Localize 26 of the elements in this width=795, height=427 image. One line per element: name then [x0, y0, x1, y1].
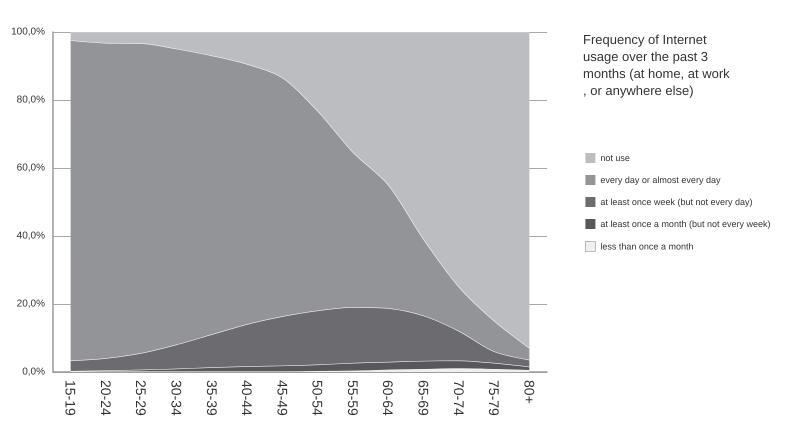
legend-label: less than once a month — [600, 241, 694, 252]
y-tick-label: 100,0% — [11, 26, 46, 38]
x-tick-label: 70-74 — [450, 380, 467, 416]
x-tick-label: 40-44 — [239, 380, 256, 416]
y-tick-label: 80,0% — [16, 94, 46, 106]
legend-label: at least once week (but not every day) — [600, 197, 752, 207]
x-tick-label: 35-39 — [204, 380, 220, 416]
y-tick-label: 40,0% — [16, 230, 46, 242]
x-tick-label: 45-49 — [274, 380, 290, 416]
x-tick-label: 25-29 — [133, 380, 150, 416]
legend-title: Frequency of Internet usage over the past 3 months (at home, at work, or anywhere else) — [583, 32, 730, 98]
legend-label: at least once a month (but not every week) — [600, 219, 770, 229]
x-tick-label: 20-24 — [98, 380, 114, 416]
x-tick-label: 15-19 — [62, 380, 79, 416]
x-tick-label: 30-34 — [168, 380, 184, 416]
x-tick-label: 55-59 — [344, 380, 361, 416]
y-tick-label: 20,0% — [16, 298, 46, 310]
x-tick-label: 65-69 — [416, 380, 432, 416]
x-tick-label: 50-54 — [310, 380, 326, 416]
y-tick-label: 0,0% — [22, 366, 46, 378]
legend-label: not use — [600, 153, 630, 163]
x-tick-label: 60-64 — [380, 380, 396, 416]
x-tick-label: 80+ — [521, 380, 538, 404]
y-tick-label: 60,0% — [16, 162, 46, 174]
legend-label: every day or almost every day — [600, 175, 721, 185]
x-tick-label: 75-79 — [486, 380, 502, 416]
